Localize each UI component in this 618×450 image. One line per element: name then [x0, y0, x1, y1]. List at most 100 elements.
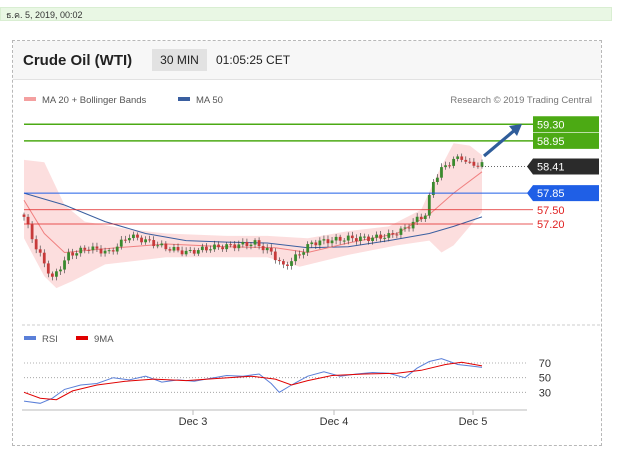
candle-body	[350, 235, 354, 239]
resistance-label: 58.95	[537, 136, 565, 148]
candle-body	[107, 250, 111, 252]
candle-body	[359, 236, 362, 241]
candle-body	[99, 248, 103, 254]
candle-body	[354, 238, 358, 241]
pivot-label-box	[527, 185, 599, 202]
candle-body	[115, 246, 119, 252]
candle-body	[79, 247, 83, 254]
candle-body	[192, 250, 196, 254]
candle-body	[277, 260, 281, 262]
candle-body	[156, 245, 160, 247]
candle-body	[452, 158, 456, 166]
candle-body	[75, 253, 79, 256]
candle-body	[168, 249, 172, 251]
candle-body	[63, 260, 66, 270]
candle-body	[468, 161, 472, 163]
rsi-legend: RSI 9MA	[24, 334, 114, 345]
candle-body	[67, 252, 70, 261]
support-label: 57.20	[537, 219, 565, 231]
candle-body	[427, 195, 431, 216]
candle-body	[326, 239, 330, 244]
candle-body	[480, 162, 484, 167]
rsi9ma-legend-label: 9MA	[94, 334, 114, 345]
candle-body	[127, 238, 131, 241]
candle-body	[448, 165, 451, 167]
candle-body	[318, 240, 322, 246]
candle-body	[431, 181, 435, 196]
candle-body	[55, 271, 58, 277]
candle-body	[367, 236, 370, 241]
candle-body	[213, 244, 216, 250]
x-tick-label: Dec 3	[179, 416, 208, 428]
chart-header: Crude Oil (WTI) 30 MIN 01:05:25 CET	[13, 41, 601, 80]
last-price-label-box	[527, 158, 599, 175]
resistance-label-box	[533, 116, 599, 133]
candles	[22, 153, 484, 281]
candle-body	[436, 177, 439, 182]
candle-body	[204, 246, 208, 251]
candle-body	[294, 254, 297, 262]
candle-body	[196, 250, 200, 254]
candle-body	[164, 243, 168, 250]
watermark: Research © 2019 Trading Central	[450, 95, 592, 106]
candle-body	[363, 236, 366, 238]
price-panel	[22, 143, 484, 289]
candle-body	[314, 242, 318, 246]
candle-body	[188, 250, 192, 252]
forecast-arrow	[482, 127, 518, 158]
support-label: 57.50	[537, 205, 565, 217]
rsi-9ma-line	[23, 361, 483, 401]
candle-body	[111, 250, 115, 252]
candle-body	[200, 246, 204, 251]
candle-body	[50, 273, 54, 277]
ma20-legend-swatch	[24, 97, 36, 101]
rsi-legend-label: RSI	[42, 334, 58, 345]
candle-body	[152, 240, 156, 247]
candle-body	[419, 216, 423, 220]
candle-body	[123, 239, 127, 241]
candle-body	[180, 250, 184, 255]
instrument-title: Crude Oil (WTI)	[23, 52, 133, 69]
x-axis: Dec 3 Dec 4 Dec 5	[22, 324, 600, 428]
candle-body	[257, 240, 261, 247]
rsi-reference-label: 70	[539, 358, 551, 370]
candle-body	[172, 247, 176, 251]
candle-body	[217, 244, 220, 248]
candle-body	[306, 244, 310, 253]
candle-body	[26, 216, 30, 225]
candle-body	[265, 247, 269, 251]
candle-body	[229, 244, 233, 246]
candle-body	[22, 214, 26, 217]
candle-body	[456, 156, 460, 159]
candle-body	[444, 165, 447, 168]
candle-body	[395, 234, 399, 236]
candle-body	[237, 244, 241, 249]
candle-body	[91, 246, 95, 251]
ma20-legend-label: MA 20 + Bollinger Bands	[42, 95, 147, 106]
candle-body	[415, 216, 419, 222]
candle-body	[261, 246, 265, 251]
candle-body	[399, 228, 403, 235]
candle-body	[87, 249, 91, 251]
x-tick-label: Dec 4	[320, 416, 349, 428]
rsi-reference-label: 30	[539, 387, 551, 399]
candle-body	[176, 247, 180, 251]
candle-body	[140, 237, 143, 243]
candle-body	[221, 247, 225, 250]
candle-body	[148, 239, 152, 241]
price-legend: MA 20 + Bollinger Bands MA 50	[24, 95, 223, 106]
datetime-bar: ธ.ค. 5, 2019, 00:02	[0, 7, 612, 21]
candle-body	[460, 156, 464, 160]
candle-body	[298, 254, 302, 256]
candle-body	[136, 234, 139, 238]
interval-selector[interactable]: 30 MIN	[152, 49, 207, 71]
rsi-reference-label: 50	[539, 373, 551, 385]
rsi-panel: 70 50 30	[23, 358, 551, 404]
candle-body	[132, 234, 135, 239]
candle-body	[245, 241, 249, 247]
resistance-label: 59.30	[537, 119, 565, 131]
candle-body	[310, 242, 314, 245]
candle-body	[160, 243, 164, 246]
candle-body	[119, 239, 123, 247]
ma50-legend-swatch	[178, 97, 190, 101]
